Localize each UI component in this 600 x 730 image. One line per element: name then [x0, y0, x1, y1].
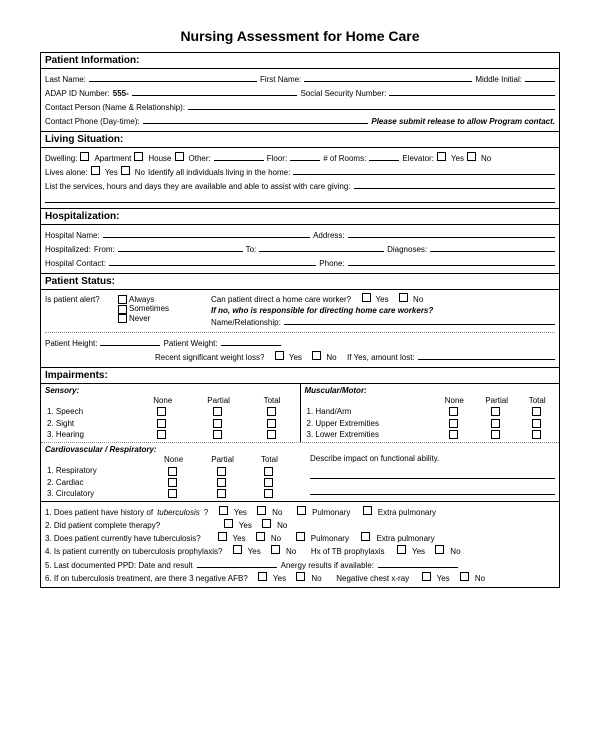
motor-table: NonePartialTotal 1. Hand/Arm 2. Upper Ex… [305, 395, 556, 440]
adap-prefix: 555- [113, 89, 129, 98]
contact-phone-field[interactable] [143, 114, 369, 124]
elev-yes-checkbox[interactable] [437, 152, 446, 161]
status-header: Patient Status: [41, 274, 559, 290]
impair-body: Sensory: NonePartialTotal 1. Speech 2. S… [41, 384, 559, 502]
release-note: Please submit release to allow Program c… [371, 117, 555, 126]
form-title: Nursing Assessment for Home Care [40, 28, 560, 44]
living-header: Living Situation: [41, 132, 559, 148]
apt-checkbox[interactable] [80, 152, 89, 161]
form-container: Patient Information: Last Name: First Nam… [40, 52, 560, 588]
diag-field[interactable] [430, 242, 555, 252]
mi-field[interactable] [525, 72, 555, 82]
other-field[interactable] [214, 151, 264, 161]
impair-header: Impairments: [41, 368, 559, 384]
services-field-2[interactable] [45, 193, 555, 203]
adap-field[interactable] [132, 86, 298, 96]
last-name-label: Last Name: [45, 75, 86, 84]
house-checkbox[interactable] [134, 152, 143, 161]
anergy-field[interactable] [378, 558, 458, 568]
weight-field[interactable] [221, 336, 281, 346]
hosp-phone-field[interactable] [348, 256, 555, 266]
sensory-table: NonePartialTotal 1. Speech 2. Sight 3. H… [45, 395, 296, 440]
ssn-field[interactable] [389, 86, 555, 96]
name-rel-field[interactable] [284, 315, 555, 325]
identify-field[interactable] [293, 165, 555, 175]
direct-no-checkbox[interactable] [399, 293, 408, 302]
from-field[interactable] [118, 242, 243, 252]
contact-person-label: Contact Person (Name & Relationship): [45, 103, 185, 112]
hosp-contact-field[interactable] [109, 256, 316, 266]
hosp-name-field[interactable] [103, 228, 310, 238]
status-body: Is patient alert? Always Sometimes Never… [41, 290, 559, 368]
elev-no-checkbox[interactable] [467, 152, 476, 161]
always-checkbox[interactable] [118, 295, 127, 304]
ssn-label: Social Security Number: [300, 89, 386, 98]
loss-yes-checkbox[interactable] [275, 351, 284, 360]
alone-yes-checkbox[interactable] [91, 166, 100, 175]
living-body: Dwelling:ApartmentHouseOther:Floor:# of … [41, 148, 559, 209]
cardio-table: NonePartialTotal 1. Respiratory 2. Cardi… [45, 454, 290, 499]
dwelling-label: Dwelling: [45, 154, 77, 163]
adap-label: ADAP ID Number: [45, 89, 110, 98]
amount-lost-field[interactable] [418, 350, 555, 360]
alone-no-checkbox[interactable] [121, 166, 130, 175]
direct-yes-checkbox[interactable] [362, 293, 371, 302]
impact-field-1[interactable] [310, 469, 555, 479]
height-field[interactable] [100, 336, 160, 346]
tb-questions: 1. Does patient have history of tubercul… [41, 502, 559, 587]
contact-phone-label: Contact Phone (Day-time): [45, 117, 140, 126]
patient-info-header: Patient Information: [41, 53, 559, 69]
hosp-header: Hospitalization: [41, 209, 559, 225]
services-field[interactable] [354, 179, 556, 189]
to-field[interactable] [259, 242, 384, 252]
last-name-field[interactable] [89, 72, 257, 82]
hosp-addr-field[interactable] [348, 228, 555, 238]
impact-field-2[interactable] [310, 485, 555, 495]
ppd-field[interactable] [197, 558, 277, 568]
rooms-field[interactable] [369, 151, 399, 161]
contact-person-field[interactable] [188, 100, 555, 110]
floor-field[interactable] [290, 151, 320, 161]
first-name-label: First Name: [260, 75, 301, 84]
first-name-field[interactable] [304, 72, 472, 82]
hosp-body: Hospital Name:Address: Hospitalized:From… [41, 225, 559, 274]
mi-label: Middle Initial: [475, 75, 522, 84]
patient-info-body: Last Name: First Name: Middle Initial: ADA… [41, 69, 559, 132]
never-checkbox[interactable] [118, 314, 127, 323]
other-checkbox[interactable] [175, 152, 184, 161]
sometimes-checkbox[interactable] [118, 305, 127, 314]
loss-no-checkbox[interactable] [312, 351, 321, 360]
